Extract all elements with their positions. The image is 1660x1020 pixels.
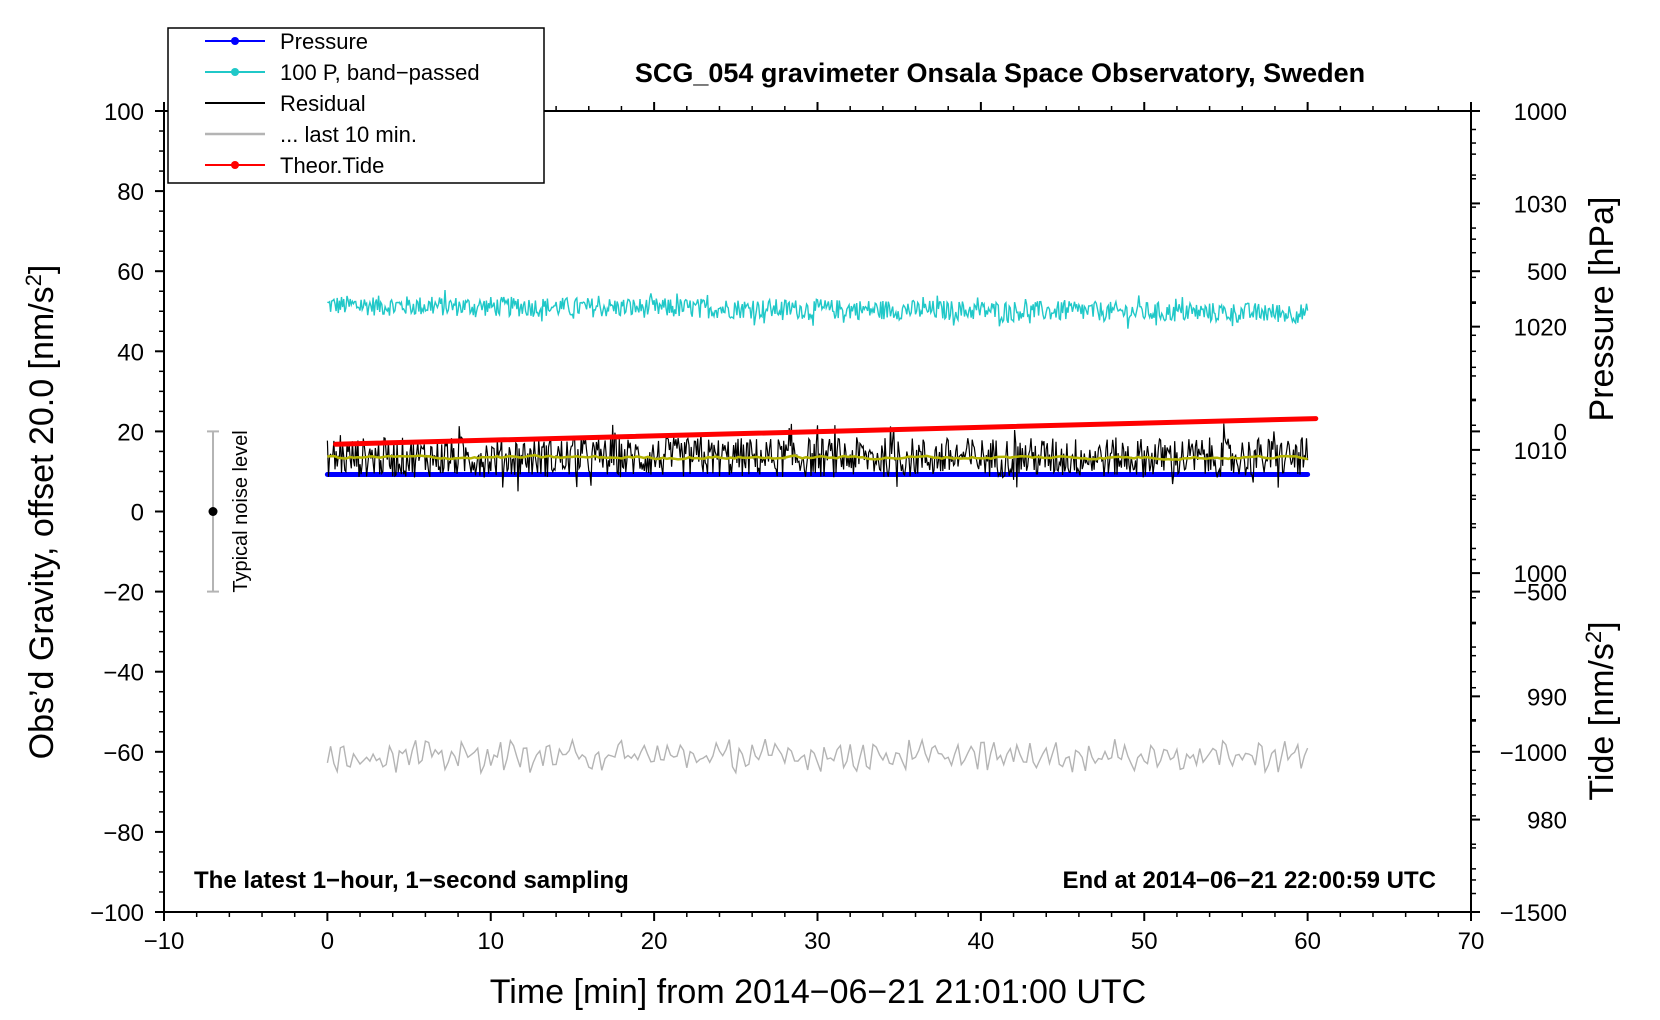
series-theor-tide-line xyxy=(333,416,1319,447)
sampling-note: The latest 1−hour, 1−second sampling xyxy=(194,867,629,894)
tide-axis-title: Tide [nm/s2] xyxy=(1581,621,1621,800)
series-residual-smoothed-line xyxy=(327,453,1308,461)
legend-marker-theor-tide xyxy=(231,161,239,169)
x-tick-label: 20 xyxy=(641,928,668,955)
x-tick-label: 30 xyxy=(804,928,831,955)
y-axis-title-sup: 2 xyxy=(21,274,46,286)
y-tick-label: 0 xyxy=(131,500,144,527)
x-tick-label: 60 xyxy=(1294,928,1321,955)
tide-tick-label: −1000 xyxy=(1500,740,1567,767)
x-tick-label: 0 xyxy=(321,928,334,955)
pressure-axis-title: Pressure [hPa] xyxy=(1583,197,1621,422)
chart-title: SCG_054 gravimeter Onsala Space Observat… xyxy=(635,58,1365,88)
y-tick-label: −20 xyxy=(103,580,144,607)
y-tick-label: 40 xyxy=(117,339,144,366)
series-residual-line xyxy=(326,423,1309,492)
pressure-tick-label: 1010 xyxy=(1514,438,1567,465)
tide-tick-label: −1500 xyxy=(1500,900,1567,927)
axes: −10 0 10 20 30 40 50 60 70−100−80−60−40−20020406… xyxy=(90,99,1567,955)
end-time-note: End at 2014−06−21 22:00:59 UTC xyxy=(1062,867,1436,894)
y-axis-title-main: Obs’d Gravity, offset 20.0 [nm/s xyxy=(23,286,61,759)
noise-bar-label: Typical noise level xyxy=(230,430,252,592)
legend-label-last-10-min: ... last 10 min. xyxy=(280,122,417,147)
legend-label-theor-tide: Theor.Tide xyxy=(280,153,384,178)
series-100-p-band-passed-line xyxy=(327,289,1309,329)
plot-frame xyxy=(163,110,1472,913)
legend-box xyxy=(167,27,545,184)
legend: Pressure 100 P, band−passed Residual ... la… xyxy=(167,27,545,184)
noise-bar-center-dot xyxy=(208,507,218,516)
pressure-tick-label: 980 xyxy=(1527,808,1567,835)
x-tick-label: 40 xyxy=(968,928,995,955)
legend-marker-100-p-band-passed xyxy=(231,68,239,76)
tide-axis-title-main: Tide [nm/s xyxy=(1583,643,1621,800)
y-tick-label: 60 xyxy=(117,259,144,286)
x-axis-title: Time [min] from 2014−06−21 21:01:00 UTC xyxy=(490,973,1146,1011)
y-tick-label: 80 xyxy=(117,179,144,206)
pressure-tick-label: 990 xyxy=(1527,684,1567,711)
series-last-10-min-line xyxy=(326,737,1309,776)
x-tick-label: −10 xyxy=(144,928,185,955)
pressure-tick-label: 1030 xyxy=(1514,191,1567,218)
y-axis-title-end: ] xyxy=(23,265,61,274)
tide-tick-label: 500 xyxy=(1527,259,1567,286)
tide-tick-label: −500 xyxy=(1513,580,1567,607)
y-tick-label: 20 xyxy=(117,419,144,446)
tide-tick-label: 1000 xyxy=(1514,99,1567,126)
y-tick-label: −40 xyxy=(103,660,144,687)
legend-label-pressure: Pressure xyxy=(280,29,368,54)
pressure-tick-label: 1000 xyxy=(1514,561,1567,588)
y-tick-label: −80 xyxy=(103,820,144,847)
y-tick-label: 100 xyxy=(104,99,144,126)
y-tick-label: −60 xyxy=(103,740,144,767)
x-tick-label: 70 xyxy=(1458,928,1485,955)
x-tick-label: 10 xyxy=(477,928,504,955)
legend-label-100-p-band-passed: 100 P, band−passed xyxy=(280,60,480,85)
plot-area: Typical noise level xyxy=(207,289,1319,776)
x-tick-label: 50 xyxy=(1131,928,1158,955)
pressure-tick-label: 1020 xyxy=(1514,315,1567,342)
y-tick-label: −100 xyxy=(90,900,144,927)
legend-label-residual: Residual xyxy=(280,91,366,116)
tide-axis-title-sup: 2 xyxy=(1581,631,1606,643)
tide-axis-title-end: ] xyxy=(1583,621,1621,630)
y-axis-title: Obs’d Gravity, offset 20.0 [nm/s2] xyxy=(21,265,61,760)
legend-marker-pressure xyxy=(231,37,239,45)
tide-tick-label: 0 xyxy=(1554,419,1567,446)
